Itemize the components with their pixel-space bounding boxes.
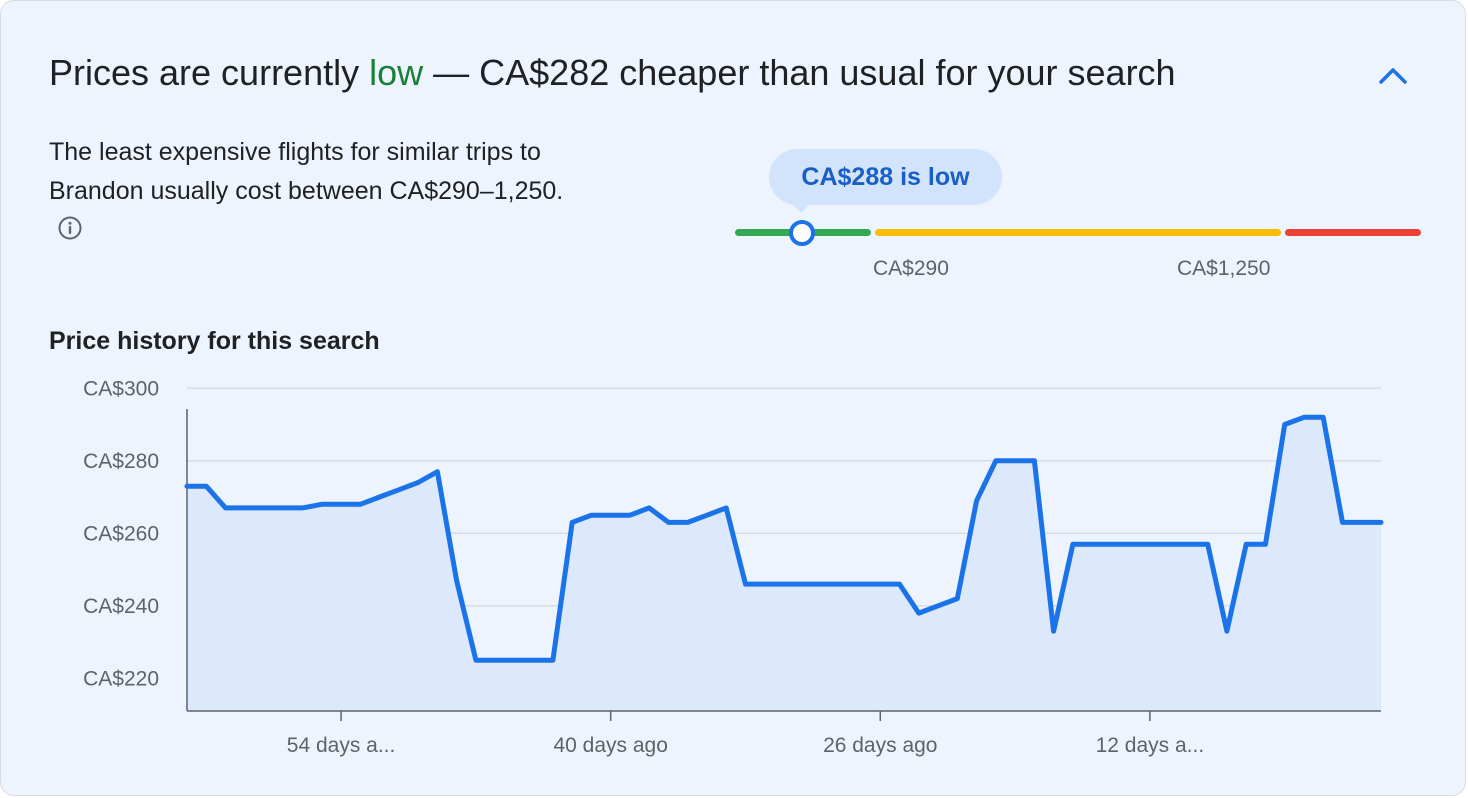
axes [186,409,1381,721]
typical-price-segment [875,229,1281,236]
price-line [184,414,1384,663]
price-history-title: Price history for this search [49,327,380,355]
y-tick-label: CA$260 [83,522,159,545]
area-layer [187,417,1381,711]
price-level-text: low [369,52,424,93]
price-range-description: The least expensive flights for similar … [49,133,569,253]
bubble-tail [791,203,811,213]
x-tick-label: 40 days ago [553,734,667,757]
price-insight-headline: Prices are currently low — CA$282 cheape… [49,51,1176,95]
price-area [187,417,1381,711]
collapse-button[interactable] [1371,57,1415,93]
headline-prefix: Prices are currently [49,52,370,93]
current-price-bubble: CA$288 is low [769,149,1002,205]
tick-labels: CA$220 CA$240 CA$260 CA$280 CA$300 54 days a.… [83,381,1204,757]
low-threshold-label: CA$290 [873,257,949,280]
line-layer [184,414,1384,663]
high-threshold-label: CA$1,250 [1177,257,1271,280]
y-tick-label: CA$240 [83,595,159,618]
description-text: The least expensive flights for similar … [49,138,564,205]
y-tick-label: CA$280 [83,450,159,473]
y-tick-label: CA$300 [83,381,159,400]
headline-suffix: — CA$282 cheaper than usual for your sea… [423,52,1176,93]
x-tick-label: 54 days a... [287,734,396,757]
price-history-chart[interactable]: CA$220 CA$240 CA$260 CA$280 CA$300 54 days a.… [1,381,1467,781]
current-price-marker [789,220,815,246]
y-tick-label: CA$220 [83,667,159,690]
chevron-up-icon [1379,68,1407,84]
x-tick-label: 26 days ago [823,734,937,757]
high-price-segment [1285,229,1421,236]
info-icon[interactable] [57,214,83,253]
x-tick-label: 12 days a... [1096,734,1205,757]
